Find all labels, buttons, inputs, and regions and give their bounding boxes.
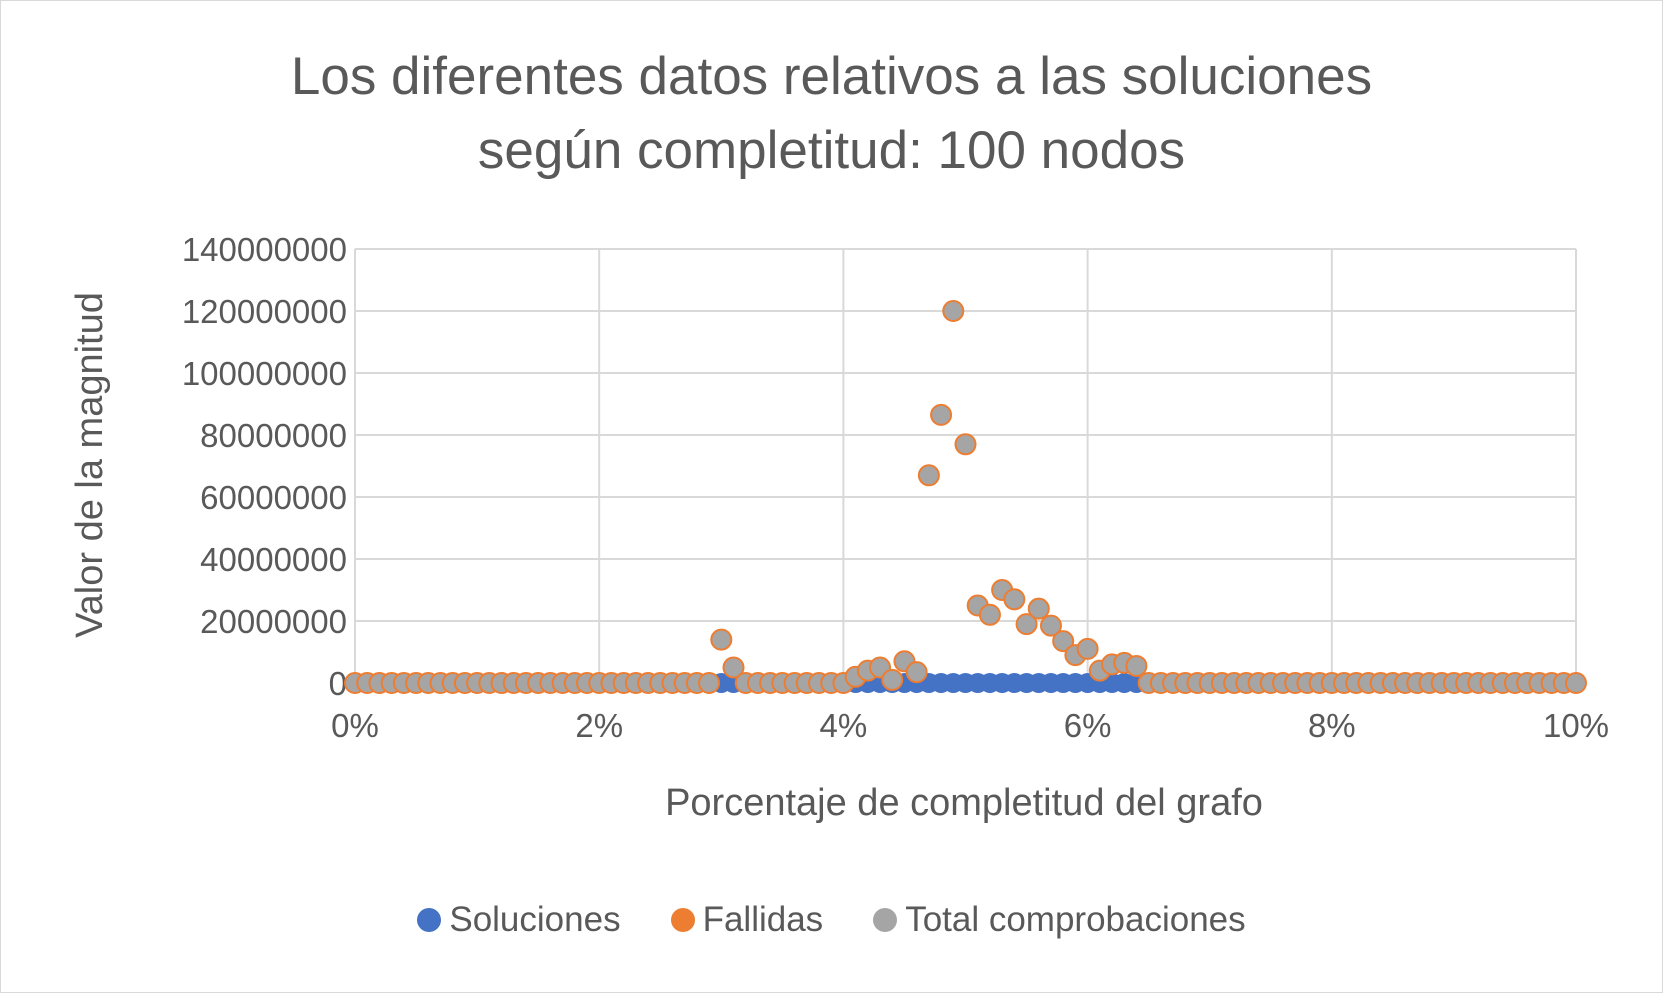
data-point	[1052, 630, 1075, 653]
chart-title-line-2: según completitud: 100 nodos	[477, 121, 1186, 180]
x-tick-label: 2%	[575, 707, 623, 744]
data-point	[954, 433, 977, 456]
y-tick-label: 60000000	[200, 479, 347, 516]
data-point	[1027, 597, 1050, 620]
legend-marker	[873, 908, 898, 932]
data-point	[1039, 614, 1062, 637]
x-tick-label: 4%	[820, 707, 868, 744]
y-tick-label: 120000000	[182, 293, 347, 330]
data-point	[905, 661, 928, 684]
x-tick-label: 6%	[1064, 707, 1112, 744]
data-point	[1076, 637, 1099, 660]
data-point	[698, 672, 721, 694]
x-tick-label: 0%	[331, 707, 379, 744]
y-tick-label: 140000000	[182, 231, 347, 268]
data-point	[1565, 672, 1587, 694]
y-tick-label: 0	[329, 665, 347, 702]
data-point	[917, 464, 940, 487]
data-point	[881, 668, 904, 691]
x-tick-label: 10%	[1543, 707, 1609, 744]
x-tick-label: 8%	[1308, 707, 1356, 744]
chart-title-line-1: Los diferentes datos relativos a las sol…	[290, 47, 1373, 106]
legend-label: Fallidas	[702, 900, 824, 939]
y-tick-label: 80000000	[200, 417, 347, 454]
legend-marker	[670, 908, 695, 932]
series-2	[344, 300, 1587, 694]
y-axis-title: Valor de la magnitud	[69, 292, 111, 638]
y-tick-label: 100000000	[182, 355, 347, 392]
data-point	[710, 628, 733, 651]
legend: Soluciones Fallidas Total comprobaciones	[0, 900, 1663, 940]
x-axis-title: Porcentaje de completitud del grafo	[665, 782, 1263, 824]
legend-marker	[417, 908, 442, 932]
legend-label: Total comprobaciones	[905, 900, 1246, 939]
data-point	[942, 300, 965, 322]
data-points	[344, 300, 1587, 694]
legend-item: Soluciones	[417, 900, 621, 940]
chart-title: Los diferentes datos relativos a las sol…	[0, 40, 1663, 188]
legend-item: Fallidas	[670, 900, 824, 940]
gridlines	[354, 248, 1577, 684]
data-point	[722, 656, 745, 679]
legend-item: Total comprobaciones	[873, 900, 1246, 940]
x-tick-labels: 0% 2% 4% 6% 8% 10%	[331, 707, 1609, 744]
data-point	[978, 603, 1001, 626]
data-point	[1003, 588, 1026, 611]
y-tick-label: 40000000	[200, 541, 347, 578]
legend-label: Soluciones	[449, 900, 621, 939]
data-point	[1015, 613, 1038, 636]
y-tick-labels: 0 20000000 40000000 60000000 80000000 1000000…	[182, 231, 347, 702]
data-point	[1125, 654, 1148, 677]
data-point	[930, 403, 953, 426]
y-tick-label: 20000000	[200, 603, 347, 640]
